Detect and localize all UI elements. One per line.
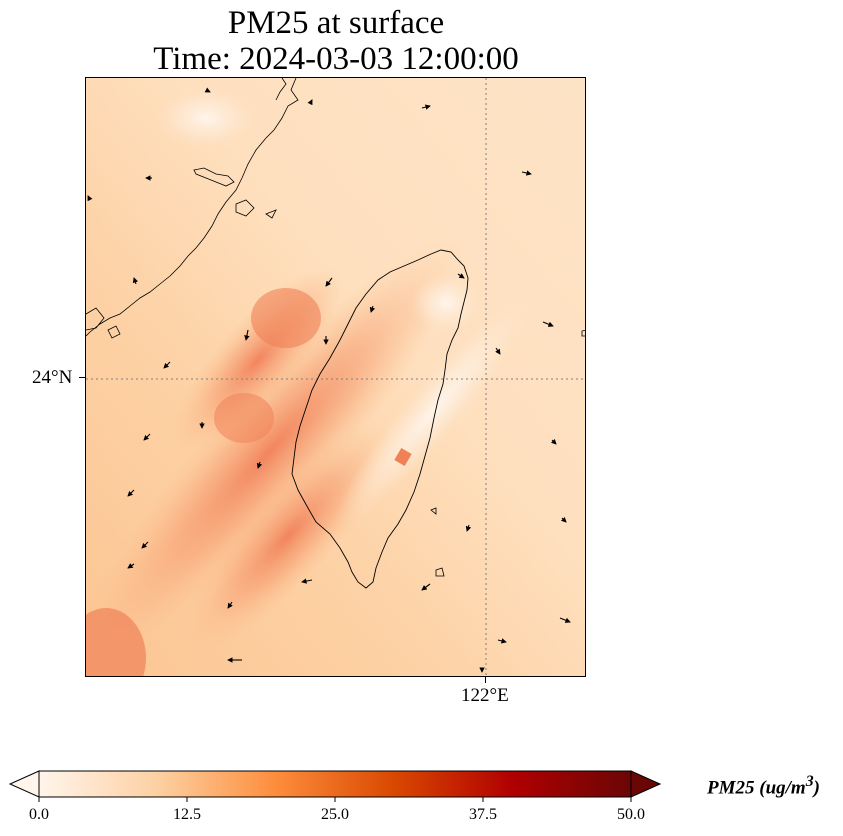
colorbar: 0.0 12.5 25.0 37.5 50.0 PM25 (ug/m3): [0, 760, 843, 836]
pm25-hotspot: [214, 393, 274, 443]
longitude-tick-label: 122°E: [461, 685, 509, 706]
pm25-clean-zone: [411, 273, 481, 333]
map-time-subtitle: Time: 2024-03-03 12:00:00: [153, 41, 519, 77]
colorbar-extend-max: [630, 770, 662, 798]
taiwan-coastline: [291, 249, 469, 589]
colorbar-label-name: PM25 (ug/m: [707, 777, 806, 799]
lat-tick-mark: [79, 377, 85, 378]
colorbar-label-close: ): [813, 777, 820, 799]
colorbar-gradient: [38, 770, 632, 798]
colorbar-label-exponent: 3: [805, 773, 814, 790]
pm25-field-map: [86, 78, 585, 676]
map-panel: [85, 77, 586, 677]
pm25-hotspot-pixel: [394, 447, 412, 467]
colorbar-bar: [8, 770, 662, 802]
colorbar-extend-min: [8, 770, 40, 798]
pm25-hotspot: [251, 288, 321, 348]
lon-tick-mark: [485, 677, 486, 683]
wind-vector-field: [87, 87, 571, 673]
colorbar-tick-label: 12.5: [173, 806, 201, 823]
colorbar-tick-label: 50.0: [617, 806, 645, 823]
colorbar-tick-label: 37.5: [469, 806, 497, 823]
island-outline: [430, 329, 585, 577]
pm25-clean-zone: [156, 88, 256, 148]
colorbar-label: PM25 (ug/m3): [707, 773, 820, 799]
colorbar-ticks: [38, 797, 632, 802]
colorbar-tick-label: 0.0: [29, 806, 49, 823]
colorbar-tick-label: 25.0: [321, 806, 349, 823]
mainland-coastline: [86, 78, 299, 339]
pm25-hotspot: [86, 608, 146, 676]
map-title: PM25 at surface: [227, 5, 445, 41]
latitude-tick-label: 24°N: [32, 367, 73, 388]
